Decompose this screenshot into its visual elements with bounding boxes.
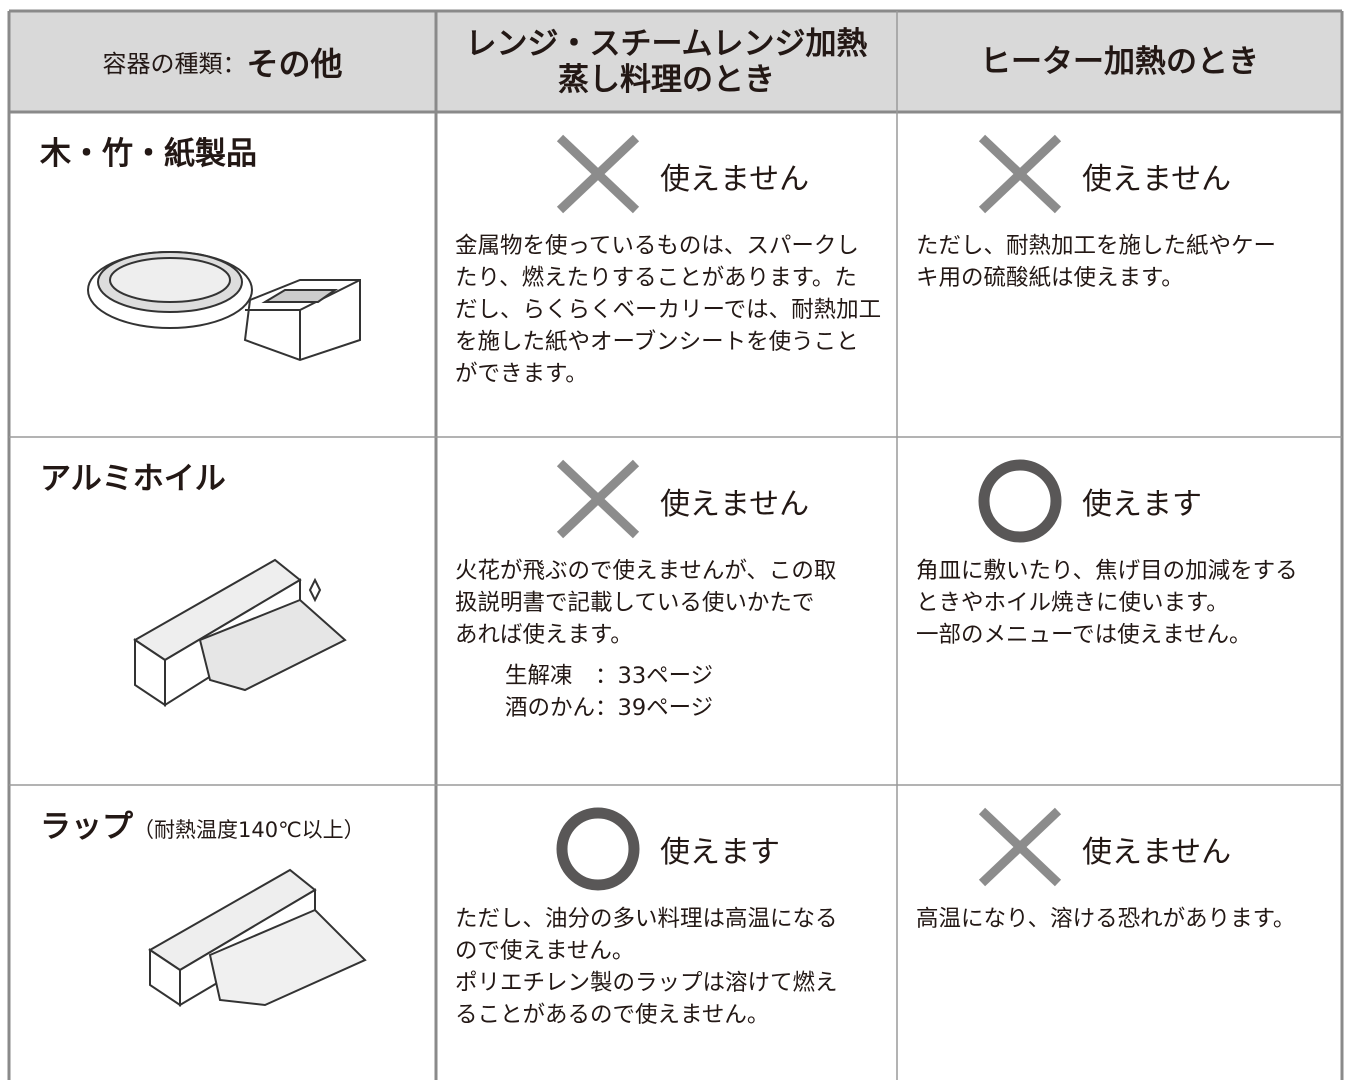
row-name-text: 木・竹・紙製品 — [40, 136, 257, 172]
cross-icon — [556, 134, 640, 214]
description-line: ることがあるので使えません。 — [455, 1002, 770, 1028]
header-column-line: 蒸し料理のとき — [558, 61, 775, 98]
status: 使えません — [1082, 162, 1232, 197]
illustration-foil — [133, 558, 347, 707]
status: 使えます — [660, 835, 780, 870]
header-title: その他 — [246, 44, 343, 83]
status: 使えます — [1082, 487, 1202, 522]
description-line: 高温になり、溶ける恐れがあります。 — [916, 906, 1296, 932]
description-line: あれば使えます。 — [455, 622, 633, 648]
description-line: 扱説明書で記載している使いかたで — [455, 590, 815, 616]
row-name-text: アルミホイル — [40, 461, 226, 497]
illustration-wood — [87, 251, 361, 362]
description-line: ポリエチレン製のラップは溶けて燃え — [455, 970, 838, 996]
illustration-wrap — [148, 868, 367, 1007]
row-name: ラップ（耐熱温度140℃以上） — [40, 801, 365, 846]
header-column-line: レンジ・スチームレンジ加熱 — [465, 25, 868, 62]
description-line: ので使えません。 — [455, 938, 635, 964]
description-line: ただし、耐熱加工を施した紙やケー — [916, 233, 1277, 259]
row-note: （耐熱温度140℃以上） — [133, 818, 365, 842]
header-cell: レンジ・スチームレンジ加熱 蒸し料理のとき — [436, 11, 897, 112]
row-name: アルミホイル — [40, 453, 226, 498]
header-column-line: ヒーター加熱のとき — [980, 43, 1259, 80]
description-line: ただし、油分の多い料理は高温になる — [455, 906, 838, 932]
status: 使えません — [660, 162, 810, 197]
cross-icon — [556, 459, 640, 539]
header-cell: 容器の種類： その他 — [9, 11, 436, 112]
page-reference: 酒のかん：39ページ — [505, 695, 714, 721]
description-line: キ用の硫酸紙は使えます。 — [916, 265, 1184, 291]
description-line: ときやホイル焼きに使います。 — [916, 590, 1229, 616]
status: 使えません — [660, 487, 810, 522]
status: 使えません — [1082, 835, 1232, 870]
circle-icon — [556, 807, 640, 891]
row-name-text: ラップ — [40, 809, 133, 845]
description-line: 金属物を使っているものは、スパークし — [455, 233, 859, 259]
cross-icon — [978, 807, 1062, 887]
description-line: 一部のメニューでは使えません。 — [916, 622, 1252, 648]
description-line: 角皿に敷いたり、焦げ目の加減をする — [916, 558, 1298, 584]
header-label: 容器の種類： — [102, 50, 247, 78]
description-line: ができます。 — [455, 361, 588, 387]
header-bg — [9, 11, 1342, 112]
row-name: 木・竹・紙製品 — [40, 128, 257, 173]
cross-icon — [978, 134, 1062, 214]
description-line: 火花が飛ぶので使えませんが、この取 — [455, 558, 837, 584]
description-line: だし、らくらくベーカリーでは、耐熱加工 — [455, 297, 882, 323]
description-line: たり、燃えたりすることがあります。た — [455, 265, 857, 291]
header-cell: ヒーター加熱のとき — [897, 11, 1342, 112]
description-line: を施した紙やオーブンシートを使うこと — [455, 329, 859, 355]
circle-icon — [978, 459, 1062, 543]
page-reference: 生解凍 ：33ページ — [505, 663, 714, 689]
